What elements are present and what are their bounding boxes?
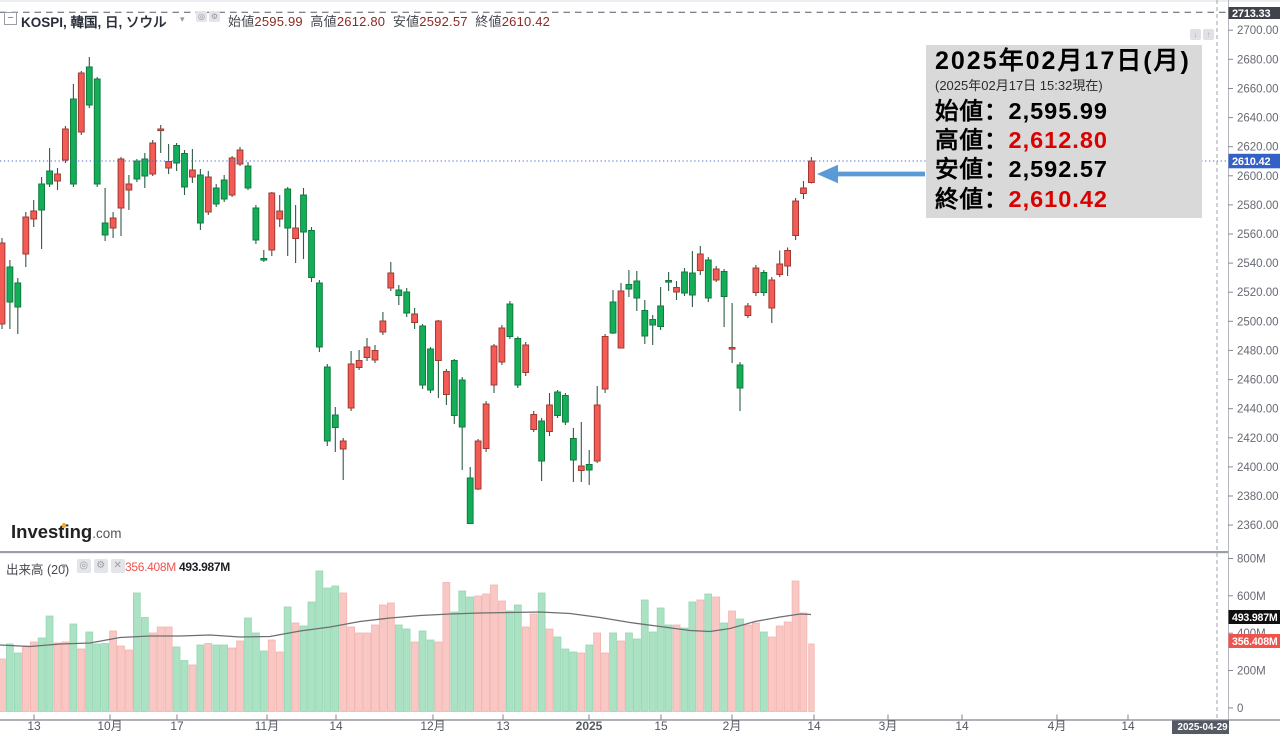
svg-text:2560.00: 2560.00 [1237,229,1279,241]
svg-text:0: 0 [1237,703,1243,715]
svg-text:10月: 10月 [97,719,122,733]
svg-text:2713.33: 2713.33 [1232,8,1270,20]
svg-text:2580.00: 2580.00 [1237,200,1279,212]
svg-text:2620.00: 2620.00 [1237,142,1279,154]
svg-text:15: 15 [654,719,668,733]
svg-text:2400.00: 2400.00 [1237,462,1279,474]
svg-text:2460.00: 2460.00 [1237,375,1279,387]
svg-text:2700.00: 2700.00 [1237,25,1279,37]
svg-text:2680.00: 2680.00 [1237,54,1279,66]
svg-text:600M: 600M [1237,591,1266,603]
svg-text:2420.00: 2420.00 [1237,433,1279,445]
svg-text:12月: 12月 [420,719,445,733]
svg-text:493.987M: 493.987M [1232,612,1278,624]
svg-text:200M: 200M [1237,666,1266,678]
svg-text:2660.00: 2660.00 [1237,84,1279,96]
svg-text:17: 17 [170,719,184,733]
svg-text:14: 14 [329,719,343,733]
svg-text:2月: 2月 [723,719,742,733]
svg-text:2520.00: 2520.00 [1237,287,1279,299]
svg-text:2380.00: 2380.00 [1237,491,1279,503]
svg-text:356.408M: 356.408M [1232,636,1278,648]
svg-text:13: 13 [496,719,510,733]
svg-text:2500.00: 2500.00 [1237,316,1279,328]
svg-text:14: 14 [807,719,821,733]
svg-text:3月: 3月 [879,719,898,733]
svg-text:2610.42: 2610.42 [1232,156,1270,168]
svg-text:2480.00: 2480.00 [1237,345,1279,357]
svg-text:2540.00: 2540.00 [1237,258,1279,270]
svg-text:13: 13 [27,719,41,733]
svg-text:4月: 4月 [1048,719,1067,733]
svg-text:2025: 2025 [576,719,603,733]
svg-text:11月: 11月 [255,719,279,733]
svg-text:2600.00: 2600.00 [1237,171,1279,183]
svg-text:14: 14 [1121,719,1135,733]
svg-text:2440.00: 2440.00 [1237,404,1279,416]
svg-text:2640.00: 2640.00 [1237,113,1279,125]
svg-text:800M: 800M [1237,554,1266,566]
svg-text:2360.00: 2360.00 [1237,520,1279,532]
svg-text:2025-04-29: 2025-04-29 [1178,722,1229,733]
svg-text:14: 14 [955,719,969,733]
